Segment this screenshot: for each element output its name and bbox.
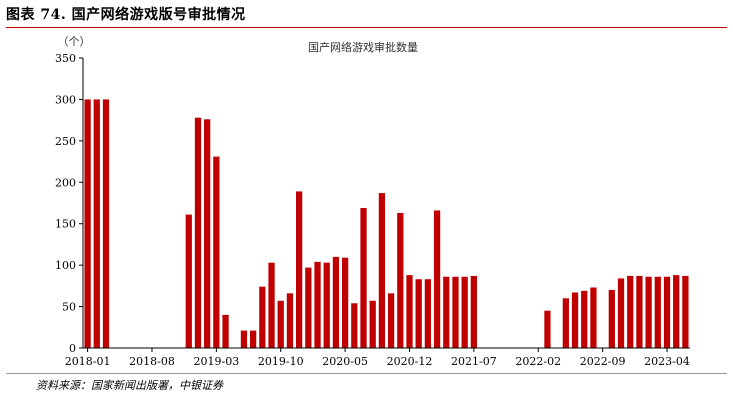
x-tick-label: 2020-12 [387,355,433,368]
bar-2019-12 [296,191,303,348]
bar-2020-12 [406,275,413,348]
x-tick-label: 2023-04 [644,355,690,368]
figure-title: 图表 74. 国产网络游戏版号审批情况 [6,7,246,23]
bar-2021-06 [461,276,468,348]
bar-2022-11 [617,278,625,348]
bar-2023-02 [645,276,652,348]
bar-2022-07 [581,290,588,348]
y-tick-label: 200 [55,176,76,189]
bar-2020-07 [360,207,367,348]
bar-2022-06 [571,292,579,348]
y-tick-label: 50 [62,301,76,314]
bar-2019-01 [194,117,202,348]
x-tick-label: 2020-05 [322,355,368,368]
title-rule [6,27,727,28]
bar-2019-07 [250,330,257,348]
bar-2019-08 [259,286,266,348]
y-tick-label: 250 [55,135,76,148]
bar-2018-02 [93,99,100,349]
chart-title: 国产网络游戏审批数量 [308,40,418,54]
source-note: 资料来源：国家新闻出版署，中银证券 [36,379,223,392]
axes-group: 0 50 100 150 200 250 300 350 2018-01 2018-08 2019-… [55,52,690,368]
bar-2023-05 [673,275,680,348]
bar-2022-12 [627,275,634,348]
bar-2018-12 [185,214,192,348]
bar-2019-04 [222,314,229,348]
bar-2018-03 [102,99,110,349]
bar-2023-06 [682,275,689,348]
bar-2020-09 [378,193,386,348]
bar-2018-01 [84,99,91,349]
bar-2021-03 [433,210,441,348]
y-tick-label: 150 [55,218,76,231]
bar-2019-03 [213,156,220,348]
bar-2020-06 [351,303,358,348]
bar-2023-01 [636,275,643,348]
bar-2022-05 [562,298,569,348]
x-tick-label: 2019-03 [193,355,239,368]
y-tick-label: 350 [55,52,76,65]
bar-2020-02 [314,261,321,348]
y-tick-label: 100 [55,259,76,272]
x-tick-label: 2022-02 [515,355,561,368]
bar-2022-03 [544,310,551,348]
y-axis-unit-label: （个） [58,35,91,48]
x-tick-label: 2019-10 [258,355,304,368]
y-tick-label: 300 [55,93,76,106]
bar-2020-01 [305,267,312,348]
bars-group [84,99,689,349]
bar-2019-09 [268,262,275,348]
bar-2023-03 [654,276,661,348]
bar-2020-05 [341,257,349,348]
bar-2020-11 [397,212,404,348]
x-tick-label: 2018-01 [65,355,111,368]
bar-2020-04 [332,256,340,348]
x-tick-label: 2022-09 [580,355,626,368]
bar-2019-10 [277,300,284,348]
x-tick-label: 2021-07 [451,355,497,368]
bar-2021-02 [424,279,432,348]
y-tick-label: 0 [69,342,76,355]
bar-2019-02 [204,119,211,348]
bar-2019-06 [240,330,248,348]
bar-2020-08 [369,300,376,348]
bar-2021-07 [470,275,477,348]
bar-2019-11 [286,293,294,348]
bar-2021-04 [443,276,450,348]
bar-2022-10 [608,290,615,348]
bar-2022-08 [590,287,597,348]
bar-2023-04 [663,276,671,348]
bar-2021-01 [415,279,422,348]
bar-2020-10 [387,293,395,348]
x-tick-label: 2018-08 [129,355,175,368]
footer-rule [6,373,727,374]
bar-2020-03 [323,262,330,348]
bar-2021-05 [452,276,459,348]
